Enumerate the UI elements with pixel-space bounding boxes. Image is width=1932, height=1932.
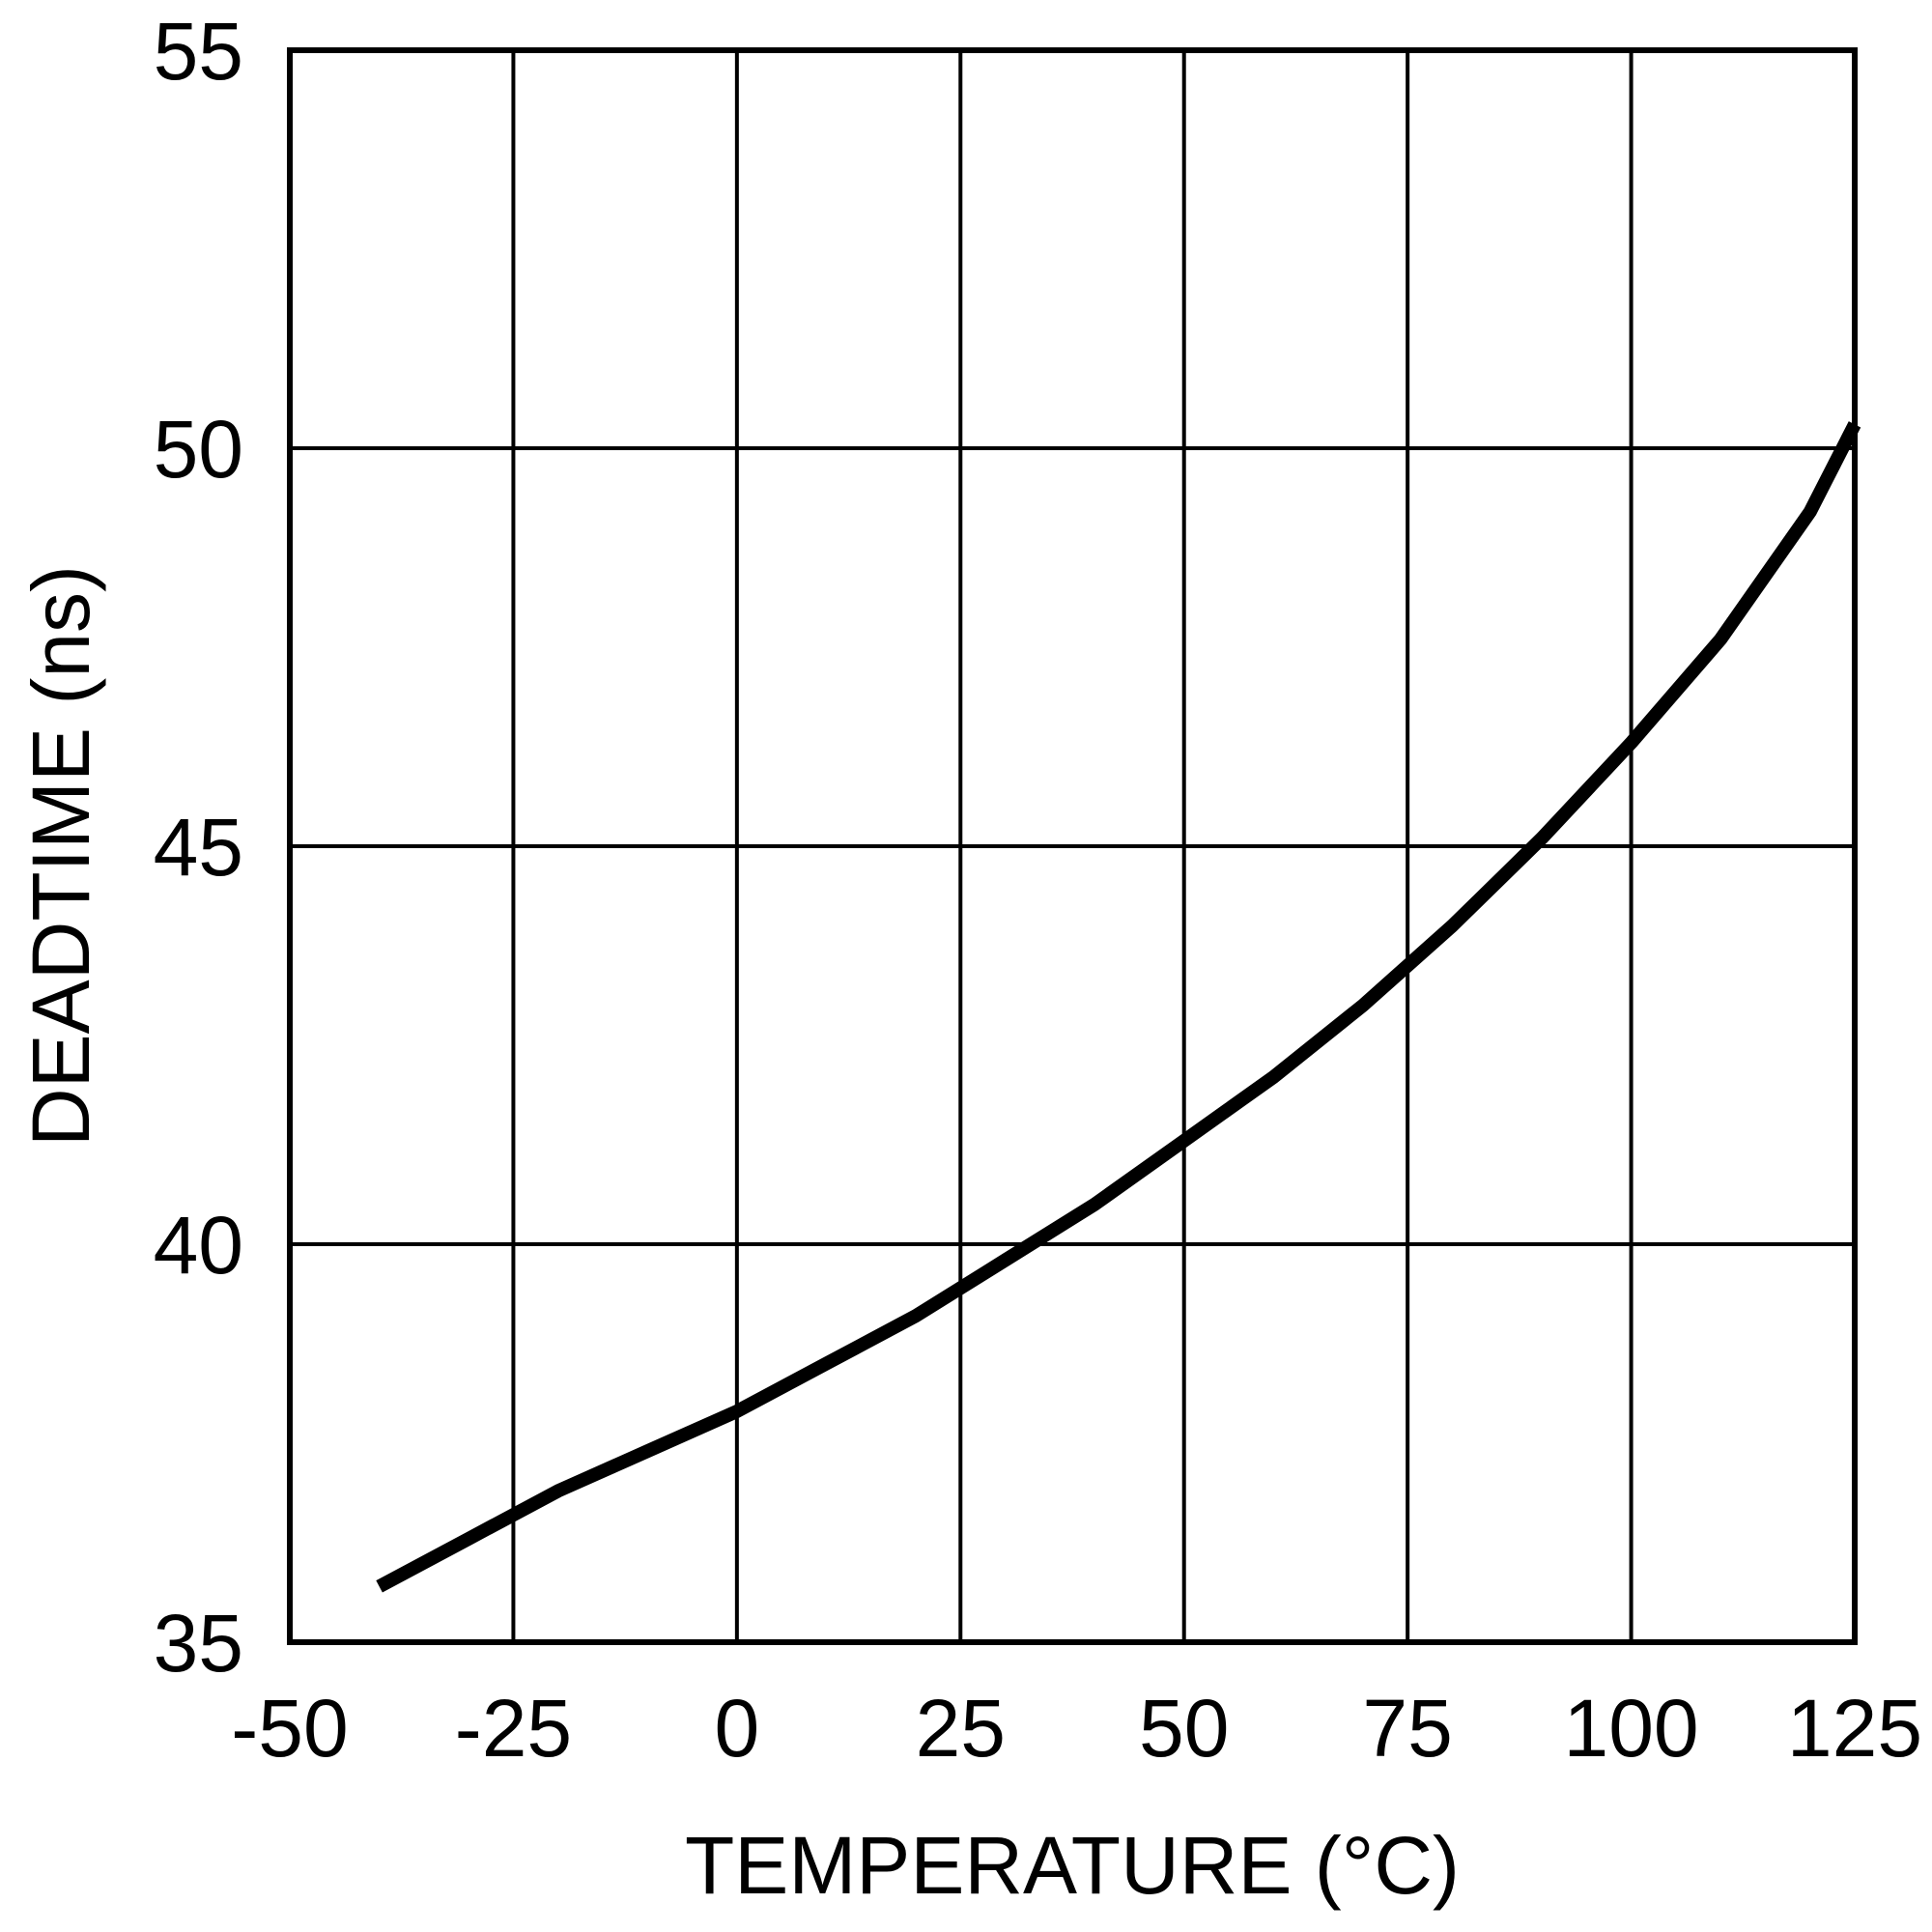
- x-tick-label: -50: [231, 1683, 348, 1774]
- x-tick-label: 75: [1362, 1683, 1452, 1774]
- x-tick-label: 100: [1563, 1683, 1698, 1774]
- y-tick-label: 35: [154, 1598, 243, 1689]
- x-tick-label: 0: [714, 1683, 759, 1774]
- x-tick-label: -25: [455, 1683, 572, 1774]
- grid-lines: [290, 50, 1855, 1642]
- y-tick-label: 45: [154, 802, 243, 893]
- y-tick-label: 55: [154, 6, 243, 97]
- y-axis-title: DEADTIME (ns): [15, 565, 106, 1147]
- y-tick-labels: 35 40 45 50 55: [154, 6, 243, 1689]
- x-tick-label: 125: [1787, 1683, 1922, 1774]
- deadtime-series-line: [376, 421, 1861, 1593]
- y-tick-label: 40: [154, 1200, 243, 1291]
- x-axis-title: TEMPERATURE (°C): [685, 1820, 1460, 1911]
- series-layer: [376, 421, 1861, 1593]
- x-tick-label: 25: [916, 1683, 1006, 1774]
- plot-frame: [287, 47, 1858, 1645]
- y-tick-label: 50: [154, 404, 243, 495]
- x-tick-label: 50: [1139, 1683, 1229, 1774]
- x-tick-labels: -50 -25 0 25 50 75 100 125: [231, 1683, 1922, 1774]
